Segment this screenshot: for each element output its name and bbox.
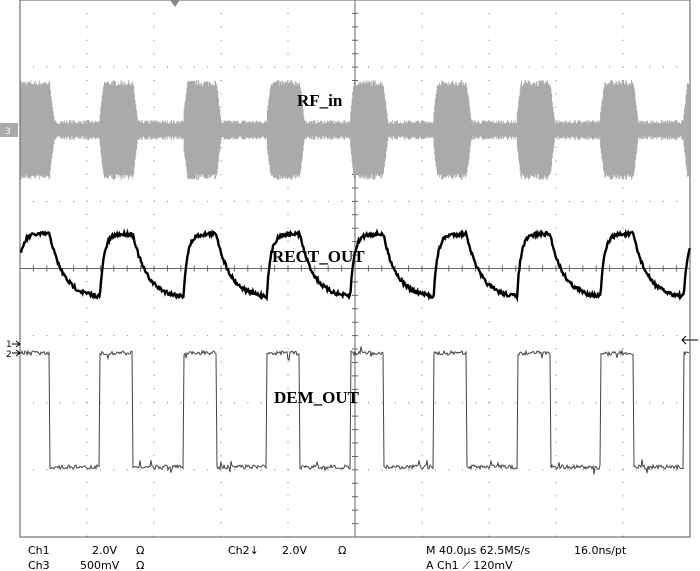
rect-out-trace <box>19 228 691 303</box>
status-text: Ω <box>136 544 144 557</box>
status-text: 2.0V <box>282 544 307 557</box>
status-text: Ch1 <box>28 544 50 557</box>
rect-label: RECT_OUT <box>272 247 365 266</box>
channel-arrows <box>12 340 21 357</box>
rf-label: RF_in <box>297 91 343 110</box>
graticule <box>19 0 691 538</box>
ch3-marker: 3 <box>5 127 11 137</box>
trigger-position-marker <box>170 0 180 7</box>
dem-out-trace <box>20 346 690 475</box>
status-text: Ch2↓ <box>228 544 259 557</box>
trigger-level-marker <box>681 335 698 345</box>
status-text: 2.0V <box>92 544 117 557</box>
rf-in-trace <box>20 80 690 180</box>
status-text: M 40.0µs 62.5MS/s <box>426 544 530 557</box>
status-text: 500mV <box>80 559 120 571</box>
dem-label: DEM_OUT <box>274 388 360 407</box>
status-text: Ch3 <box>28 559 50 571</box>
traces <box>19 80 691 475</box>
status-text: A Ch1 ⟋ 120mV <box>426 559 513 571</box>
ch2-marker: 2 <box>6 350 12 360</box>
status-text: Ω <box>338 544 346 557</box>
ch3-marker-bg <box>0 123 18 137</box>
status-text: Ω <box>136 559 144 571</box>
ch1-marker: 1 <box>6 340 12 350</box>
status-text: 16.0ns/pt <box>574 544 627 557</box>
